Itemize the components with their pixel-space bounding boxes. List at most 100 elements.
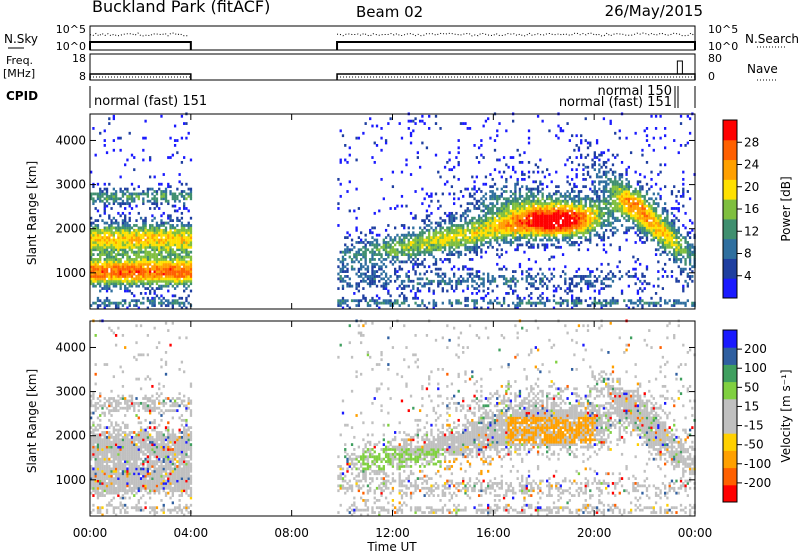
power-cell — [183, 204, 186, 208]
power-cell — [605, 275, 608, 278]
power-cell — [462, 122, 465, 125]
power-cell — [620, 275, 624, 278]
power-cell — [169, 245, 172, 249]
power-cell — [425, 241, 429, 244]
power-cell — [530, 224, 533, 227]
power-cell — [543, 216, 547, 220]
power-cell — [137, 245, 140, 249]
power-cell — [489, 228, 492, 232]
power-cell — [178, 282, 181, 286]
power-cell — [94, 301, 97, 305]
power-cell — [489, 216, 492, 220]
power-cell — [99, 231, 102, 235]
power-cell — [96, 197, 100, 201]
power-cell — [607, 202, 610, 206]
power-cell — [539, 214, 542, 218]
power-cell — [586, 228, 590, 232]
power-cell — [636, 197, 640, 201]
power-cell — [639, 279, 642, 283]
power-cell — [353, 267, 356, 271]
power-cell — [532, 243, 535, 247]
power-cell — [178, 173, 181, 176]
power-cell — [663, 221, 667, 225]
power-cell — [566, 209, 569, 213]
power-cell — [183, 236, 186, 240]
power-cell — [130, 194, 134, 198]
power-cell — [645, 231, 649, 235]
power-cell — [187, 272, 190, 276]
power-cell — [620, 289, 624, 293]
power-cell — [105, 262, 109, 266]
power-cell — [337, 224, 340, 227]
power-cell — [511, 197, 515, 201]
power-cell — [602, 224, 606, 227]
power-cell — [180, 243, 184, 247]
power-cell — [153, 301, 156, 305]
power-cell — [151, 248, 154, 252]
power-cell — [570, 231, 574, 235]
nave-tick-low: 0 — [708, 70, 715, 83]
power-cell — [353, 209, 356, 213]
power-cell — [686, 241, 689, 244]
power-cell — [171, 277, 174, 281]
power-cell — [673, 139, 676, 142]
power-cell — [373, 275, 376, 278]
power-cell — [532, 277, 535, 281]
freq-unit: [MHz] — [3, 67, 35, 80]
power-cell — [135, 231, 138, 235]
power-cell — [96, 224, 100, 227]
power-cell — [561, 299, 565, 303]
power-cell — [137, 226, 140, 230]
power-cell — [414, 216, 417, 220]
power-cell — [121, 304, 125, 307]
power-cell — [126, 226, 129, 230]
power-cell — [124, 277, 127, 281]
power-cell — [568, 219, 572, 223]
power-cell — [627, 204, 630, 208]
power-cell — [384, 287, 388, 290]
power-cell — [448, 151, 451, 155]
power-cell — [164, 190, 168, 193]
power-cell — [341, 258, 345, 261]
power-cell — [453, 165, 456, 169]
power-cell — [663, 134, 667, 138]
power-cell — [505, 267, 508, 271]
power-cell — [180, 190, 184, 193]
power-cell — [650, 301, 653, 305]
power-cell — [614, 194, 617, 198]
power-cell — [516, 243, 519, 247]
power-cell — [90, 262, 93, 266]
power-cell — [391, 258, 395, 261]
power-cell — [178, 233, 181, 237]
power-cell — [580, 236, 583, 240]
power-cell — [516, 214, 519, 218]
power-cell — [398, 250, 401, 254]
power-cell — [557, 226, 560, 230]
power-cell — [550, 214, 553, 218]
power-cell — [110, 248, 113, 252]
power-cell — [92, 284, 95, 288]
power-cell — [573, 299, 576, 303]
power-cell — [164, 284, 168, 288]
power-cell — [677, 279, 680, 283]
power-cell — [90, 224, 93, 227]
power-cell — [543, 304, 547, 307]
power-cell — [673, 243, 676, 247]
power-cell — [548, 233, 551, 237]
power-cell — [346, 245, 349, 249]
power-cell — [128, 301, 131, 305]
power-cell — [448, 221, 451, 225]
power-cell — [423, 221, 426, 225]
power-cell — [124, 241, 127, 244]
power-cell — [344, 265, 347, 269]
power-cell — [423, 219, 426, 223]
power-cell — [389, 245, 392, 249]
power-cell — [185, 296, 188, 300]
power-cell — [384, 248, 388, 252]
power-cell — [468, 219, 472, 223]
power-cell — [94, 236, 97, 240]
power-cell — [169, 279, 172, 283]
power-cell — [437, 236, 440, 240]
power-cell — [105, 243, 109, 247]
power-cell — [369, 250, 372, 254]
